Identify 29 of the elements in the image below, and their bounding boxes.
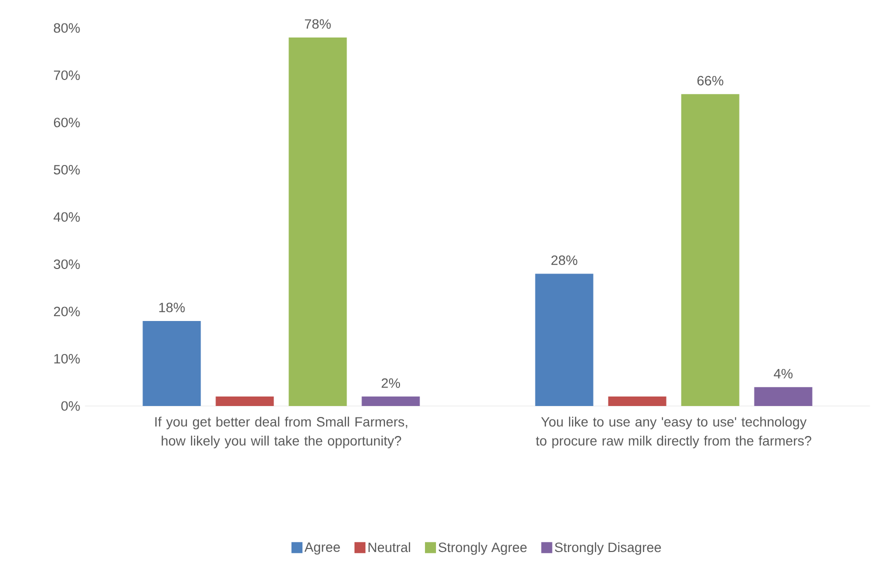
bar — [288, 37, 347, 406]
y-tick-label: 40% — [54, 212, 80, 222]
data-label: 78% — [304, 19, 331, 29]
legend-label: Agree — [304, 542, 340, 555]
y-tick-label: 80% — [54, 23, 80, 33]
bar — [535, 274, 594, 406]
y-tick-label: 70% — [54, 70, 80, 80]
legend-label: Strongly Disagree — [554, 542, 661, 555]
legend-label: Neutral — [368, 542, 410, 552]
y-tick-label: 20% — [54, 306, 80, 316]
data-label: 66% — [697, 76, 724, 86]
bar — [608, 396, 666, 406]
y-tick-label: 30% — [54, 259, 80, 270]
x-tick-label: You like to use any 'easy to use' technology to procure raw milk directly from the farmers? — [536, 416, 812, 448]
data-label: 28% — [551, 255, 578, 265]
data-label: 2% — [382, 378, 400, 388]
y-tick-label: 50% — [54, 164, 80, 175]
bar — [142, 320, 201, 406]
y-tick-label: 60% — [54, 118, 80, 128]
x-tick-label: If you get better deal from Small Farmers, how likely you will take the opportunity? — [155, 416, 408, 448]
data-label: 18% — [159, 302, 185, 312]
bar — [754, 387, 812, 406]
bar — [681, 94, 740, 406]
y-tick-label: 10% — [54, 354, 80, 364]
bar — [216, 396, 274, 406]
bar — [362, 396, 420, 406]
legend-label: Strongly Agree — [438, 542, 527, 555]
y-tick-label: 0% — [61, 401, 80, 411]
data-label: 4% — [774, 368, 793, 378]
